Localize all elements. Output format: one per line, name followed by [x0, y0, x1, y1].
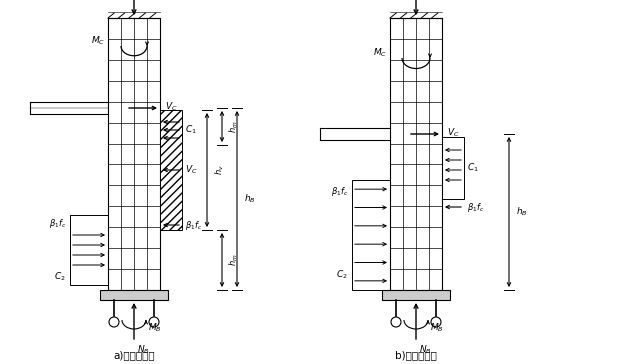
Bar — [352, 180, 390, 290]
Text: $h_B$: $h_B$ — [244, 193, 256, 205]
Text: $V_C$: $V_C$ — [165, 101, 177, 113]
Text: a)埋深较大时: a)埋深较大时 — [113, 350, 155, 360]
Bar — [382, 290, 450, 300]
Bar — [160, 110, 182, 230]
Bar — [70, 215, 108, 285]
Text: $\beta_1 f_c$: $\beta_1 f_c$ — [49, 217, 66, 229]
Text: $\beta_1 f_c$: $\beta_1 f_c$ — [185, 218, 203, 232]
Text: $h_m$: $h_m$ — [228, 254, 240, 266]
Text: $M_C$: $M_C$ — [373, 47, 387, 59]
Text: $M_C$: $M_C$ — [91, 35, 105, 47]
Text: $h_v$: $h_v$ — [213, 165, 225, 175]
Bar — [390, 18, 442, 290]
Text: $M_B$: $M_B$ — [430, 322, 444, 335]
Text: $N_B$: $N_B$ — [419, 344, 432, 356]
Text: $\beta_1 f_c$: $\beta_1 f_c$ — [331, 186, 348, 198]
Text: $C_1$: $C_1$ — [467, 162, 479, 174]
Bar — [100, 290, 168, 300]
Text: $C_2$: $C_2$ — [54, 271, 66, 283]
Bar — [108, 18, 160, 290]
Text: $N_B$: $N_B$ — [137, 344, 150, 356]
Text: $C_2$: $C_2$ — [336, 269, 348, 281]
Text: b)埋深较小时: b)埋深较小时 — [395, 350, 437, 360]
Text: $C_1$: $C_1$ — [185, 124, 197, 136]
Text: $V_C$: $V_C$ — [185, 164, 198, 176]
Text: $h_m$: $h_m$ — [228, 120, 240, 133]
Text: $h_B$: $h_B$ — [516, 206, 528, 218]
Text: $V_C$: $V_C$ — [447, 127, 459, 139]
Text: $\beta_1 f_c$: $\beta_1 f_c$ — [467, 201, 485, 214]
Bar — [442, 137, 464, 199]
Text: $M_B$: $M_B$ — [148, 322, 162, 335]
